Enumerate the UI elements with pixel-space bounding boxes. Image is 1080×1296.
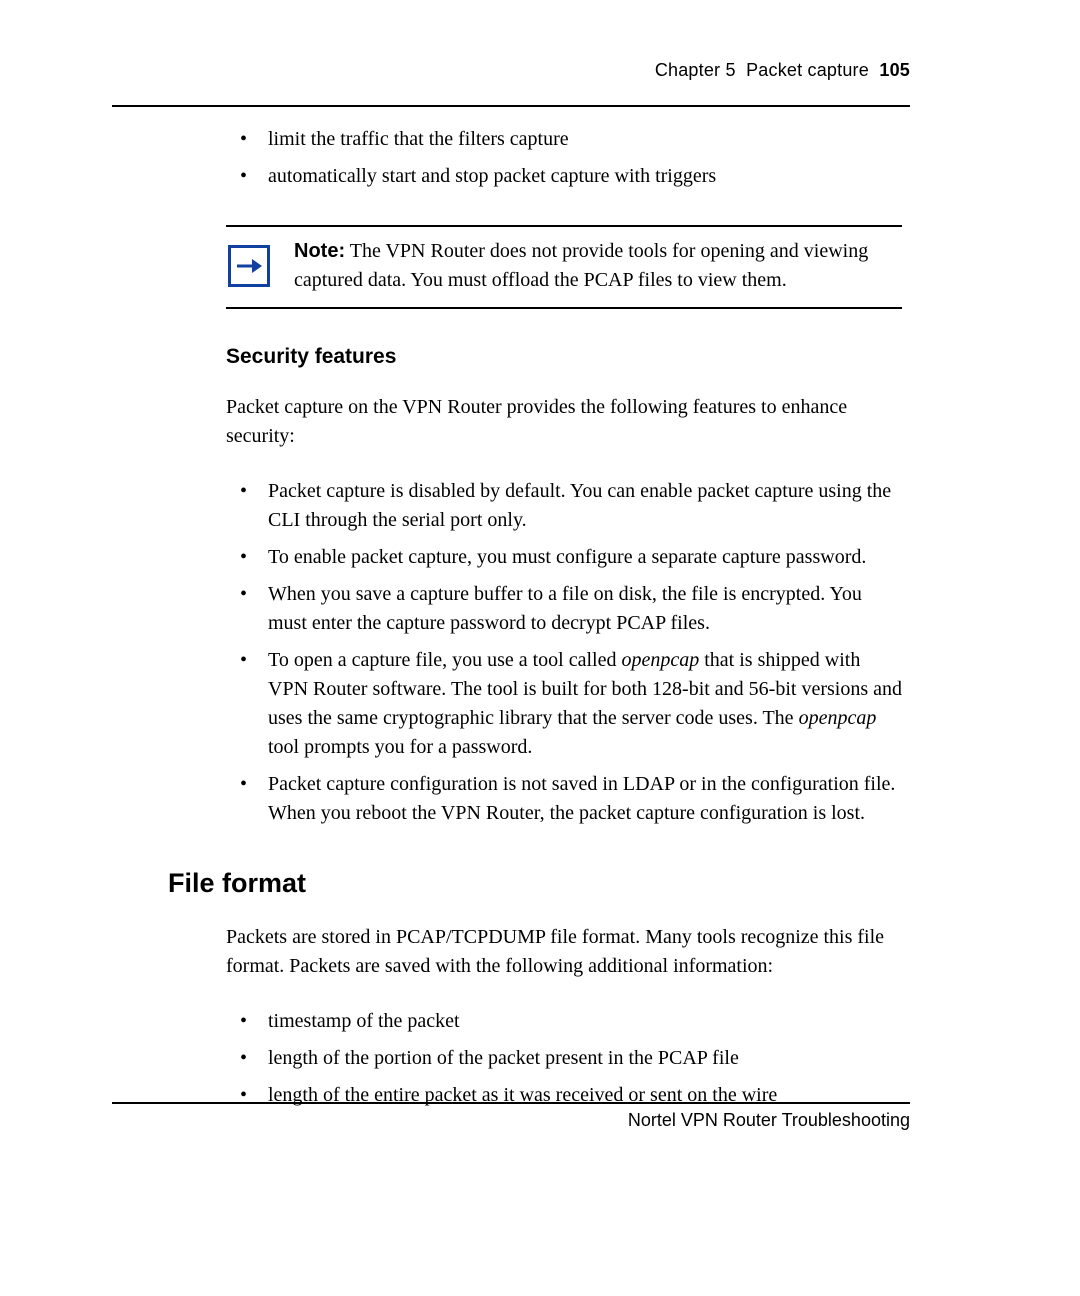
note-body: The VPN Router does not provide tools fo…	[294, 240, 868, 291]
list-item: To open a capture file, you use a tool c…	[226, 646, 902, 762]
page-footer: Nortel VPN Router Troubleshooting	[112, 1102, 910, 1131]
list-item: Packet capture configuration is not save…	[226, 770, 902, 828]
file-format-block: Packets are stored in PCAP/TCPDUMP file …	[226, 923, 902, 1110]
note-text: Note: The VPN Router does not provide to…	[294, 237, 902, 295]
footer-text: Nortel VPN Router Troubleshooting	[112, 1110, 910, 1131]
intro-bullet-list: limit the traffic that the filters captu…	[226, 125, 902, 191]
list-item: limit the traffic that the filters captu…	[226, 125, 902, 154]
security-heading: Security features	[226, 345, 902, 369]
file-format-intro: Packets are stored in PCAP/TCPDUMP file …	[226, 923, 902, 981]
list-item: When you save a capture buffer to a file…	[226, 580, 902, 638]
emphasis: openpcap	[621, 649, 699, 671]
file-format-heading: File format	[168, 868, 910, 899]
text-run: tool prompts you for a password.	[268, 736, 532, 758]
list-item: length of the portion of the packet pres…	[226, 1044, 902, 1073]
security-bullet-list: Packet capture is disabled by default. Y…	[226, 477, 902, 828]
header-chapter: Chapter 5	[655, 60, 736, 80]
list-item: timestamp of the packet	[226, 1007, 902, 1036]
note-lead: Note:	[294, 240, 345, 262]
list-item: automatically start and stop packet capt…	[226, 162, 902, 191]
header-title: Packet capture	[746, 60, 869, 80]
page: Chapter 5 Packet capture 105 limit the t…	[112, 60, 910, 1118]
security-intro: Packet capture on the VPN Router provide…	[226, 393, 902, 451]
list-item: Packet capture is disabled by default. Y…	[226, 477, 902, 535]
note-callout: Note: The VPN Router does not provide to…	[226, 225, 902, 309]
list-item: To enable packet capture, you must confi…	[226, 543, 902, 572]
footer-rule	[112, 1102, 910, 1104]
file-format-bullet-list: timestamp of the packet length of the po…	[226, 1007, 902, 1110]
arrow-right-icon	[228, 245, 270, 287]
header-page: 105	[879, 60, 910, 80]
emphasis: openpcap	[799, 707, 877, 729]
content-block: limit the traffic that the filters captu…	[226, 125, 902, 828]
running-header: Chapter 5 Packet capture 105	[112, 60, 910, 81]
text-run: To open a capture file, you use a tool c…	[268, 649, 621, 671]
header-rule	[112, 105, 910, 107]
